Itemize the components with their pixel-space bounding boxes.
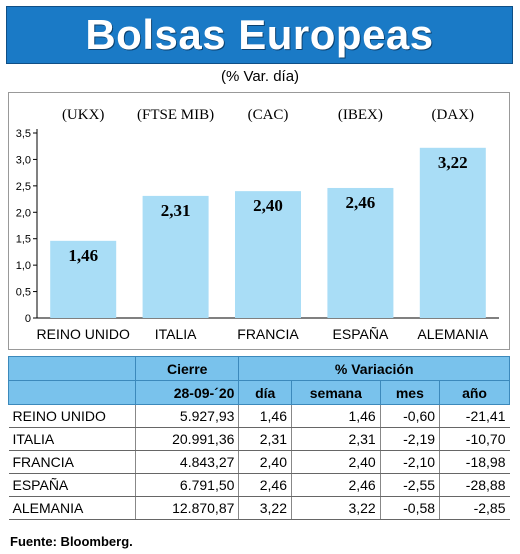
table-header-top: Cierre % Variación	[8, 356, 510, 381]
bar-value-label: 2,40	[253, 196, 283, 215]
row-mes: -0,58	[380, 496, 441, 520]
header-sub-blank	[8, 380, 136, 405]
title-banner: Bolsas Europeas	[6, 6, 513, 64]
bar-value-label: 2,31	[161, 201, 191, 220]
y-tick-label: 1,0	[16, 260, 31, 272]
row-country: ESPAÑA	[8, 473, 136, 497]
row-ano: -2,85	[439, 496, 510, 520]
row-semana: 2,46	[291, 473, 381, 497]
y-tick-label: 1,5	[16, 234, 31, 246]
header-dia: día	[238, 380, 292, 405]
data-table-box: Cierre % Variación 28-09-´20 día semana …	[8, 356, 510, 520]
category-label: ALEMANIA	[417, 326, 488, 342]
category-label: ESPAÑA	[333, 326, 389, 342]
bar-value-label: 1,46	[68, 246, 98, 265]
row-cierre: 5.927,93	[135, 404, 240, 428]
page-title: Bolsas Europeas	[85, 11, 434, 58]
table-header-sub: 28-09-´20 día semana mes año	[8, 380, 510, 405]
row-dia: 3,22	[238, 496, 292, 520]
y-tick-label: 0	[25, 313, 31, 325]
table-row: ALEMANIA 12.870,87 3,22 3,22 -0,58 -2,85	[8, 496, 510, 520]
bar	[50, 240, 117, 318]
y-tick-label: 3,0	[16, 154, 31, 166]
category-label: REINO UNIDO	[37, 326, 130, 342]
ticker-label: (DAX)	[432, 107, 475, 123]
chart-subtitle: (% Var. día)	[220, 68, 300, 85]
row-semana: 2,31	[291, 427, 381, 451]
category-label: ITALIA	[155, 326, 197, 342]
row-cierre: 12.870,87	[135, 496, 240, 520]
header-semana: semana	[290, 380, 381, 405]
bar	[419, 147, 486, 318]
index-table: Cierre % Variación 28-09-´20 día semana …	[8, 356, 510, 520]
row-mes: -2,55	[380, 473, 441, 497]
ticker-label: (FTSE MIB)	[137, 107, 214, 123]
ticker-label: (IBEX)	[338, 107, 383, 123]
row-ano: -10,70	[439, 427, 510, 451]
chart-frame: 0 0,5 1,0 1,5 2,0 2,5 3,0 3,5 1,46 (UKX) REINO UNI…	[8, 92, 510, 350]
y-tick-label: 0,5	[16, 287, 31, 299]
row-ano: -18,98	[439, 450, 510, 474]
header-blank	[8, 356, 136, 381]
bar	[142, 195, 209, 318]
row-ano: -21,41	[439, 404, 510, 428]
header-ano: año	[439, 380, 510, 405]
row-semana: 2,40	[291, 450, 381, 474]
y-tick-label: 3,5	[16, 128, 31, 140]
row-country: FRANCIA	[8, 450, 136, 474]
table-row: FRANCIA 4.843,27 2,40 2,40 -2,10 -18,98	[8, 450, 510, 474]
row-cierre: 20.991,36	[135, 427, 240, 451]
row-country: REINO UNIDO	[8, 404, 136, 428]
header-cierre: Cierre	[134, 356, 240, 381]
table-row: ITALIA 20.991,36 2,31 2,31 -2,19 -10,70	[8, 427, 510, 451]
header-variacion: % Variación	[238, 356, 510, 381]
table-row: ESPAÑA 6.791,50 2,46 2,46 -2,55 -28,88	[8, 473, 510, 497]
bar	[235, 191, 301, 318]
row-country: ITALIA	[8, 427, 136, 451]
row-cierre: 6.791,50	[135, 473, 240, 497]
y-tick-label: 2,0	[16, 207, 31, 219]
bar	[327, 187, 394, 318]
header-mes: mes	[379, 380, 441, 405]
ticker-label: (UKX)	[62, 107, 105, 123]
row-country: ALEMANIA	[8, 496, 136, 520]
source-note: Fuente: Bloomberg.	[10, 534, 133, 549]
bar-chart: 0 0,5 1,0 1,5 2,0 2,5 3,0 3,5 1,46 (UKX) REINO UNI…	[16, 107, 499, 342]
row-ano: -28,88	[439, 473, 510, 497]
bar-value-label: 3,22	[438, 153, 468, 172]
ticker-label: (CAC)	[248, 107, 289, 123]
row-mes: -2,19	[380, 427, 441, 451]
bar-value-label: 2,46	[346, 193, 376, 212]
row-dia: 2,46	[238, 473, 292, 497]
row-semana: 1,46	[291, 404, 381, 428]
y-tick-label: 2,5	[16, 181, 31, 193]
row-dia: 1,46	[238, 404, 292, 428]
category-label: FRANCIA	[237, 326, 299, 342]
row-mes: -0,60	[380, 404, 441, 428]
row-dia: 2,40	[238, 450, 292, 474]
table-row: REINO UNIDO 5.927,93 1,46 1,46 -0,60 -21…	[8, 404, 510, 428]
header-date: 28-09-´20	[134, 380, 240, 405]
row-dia: 2,31	[238, 427, 292, 451]
row-semana: 3,22	[291, 496, 381, 520]
row-mes: -2,10	[380, 450, 441, 474]
row-cierre: 4.843,27	[135, 450, 240, 474]
